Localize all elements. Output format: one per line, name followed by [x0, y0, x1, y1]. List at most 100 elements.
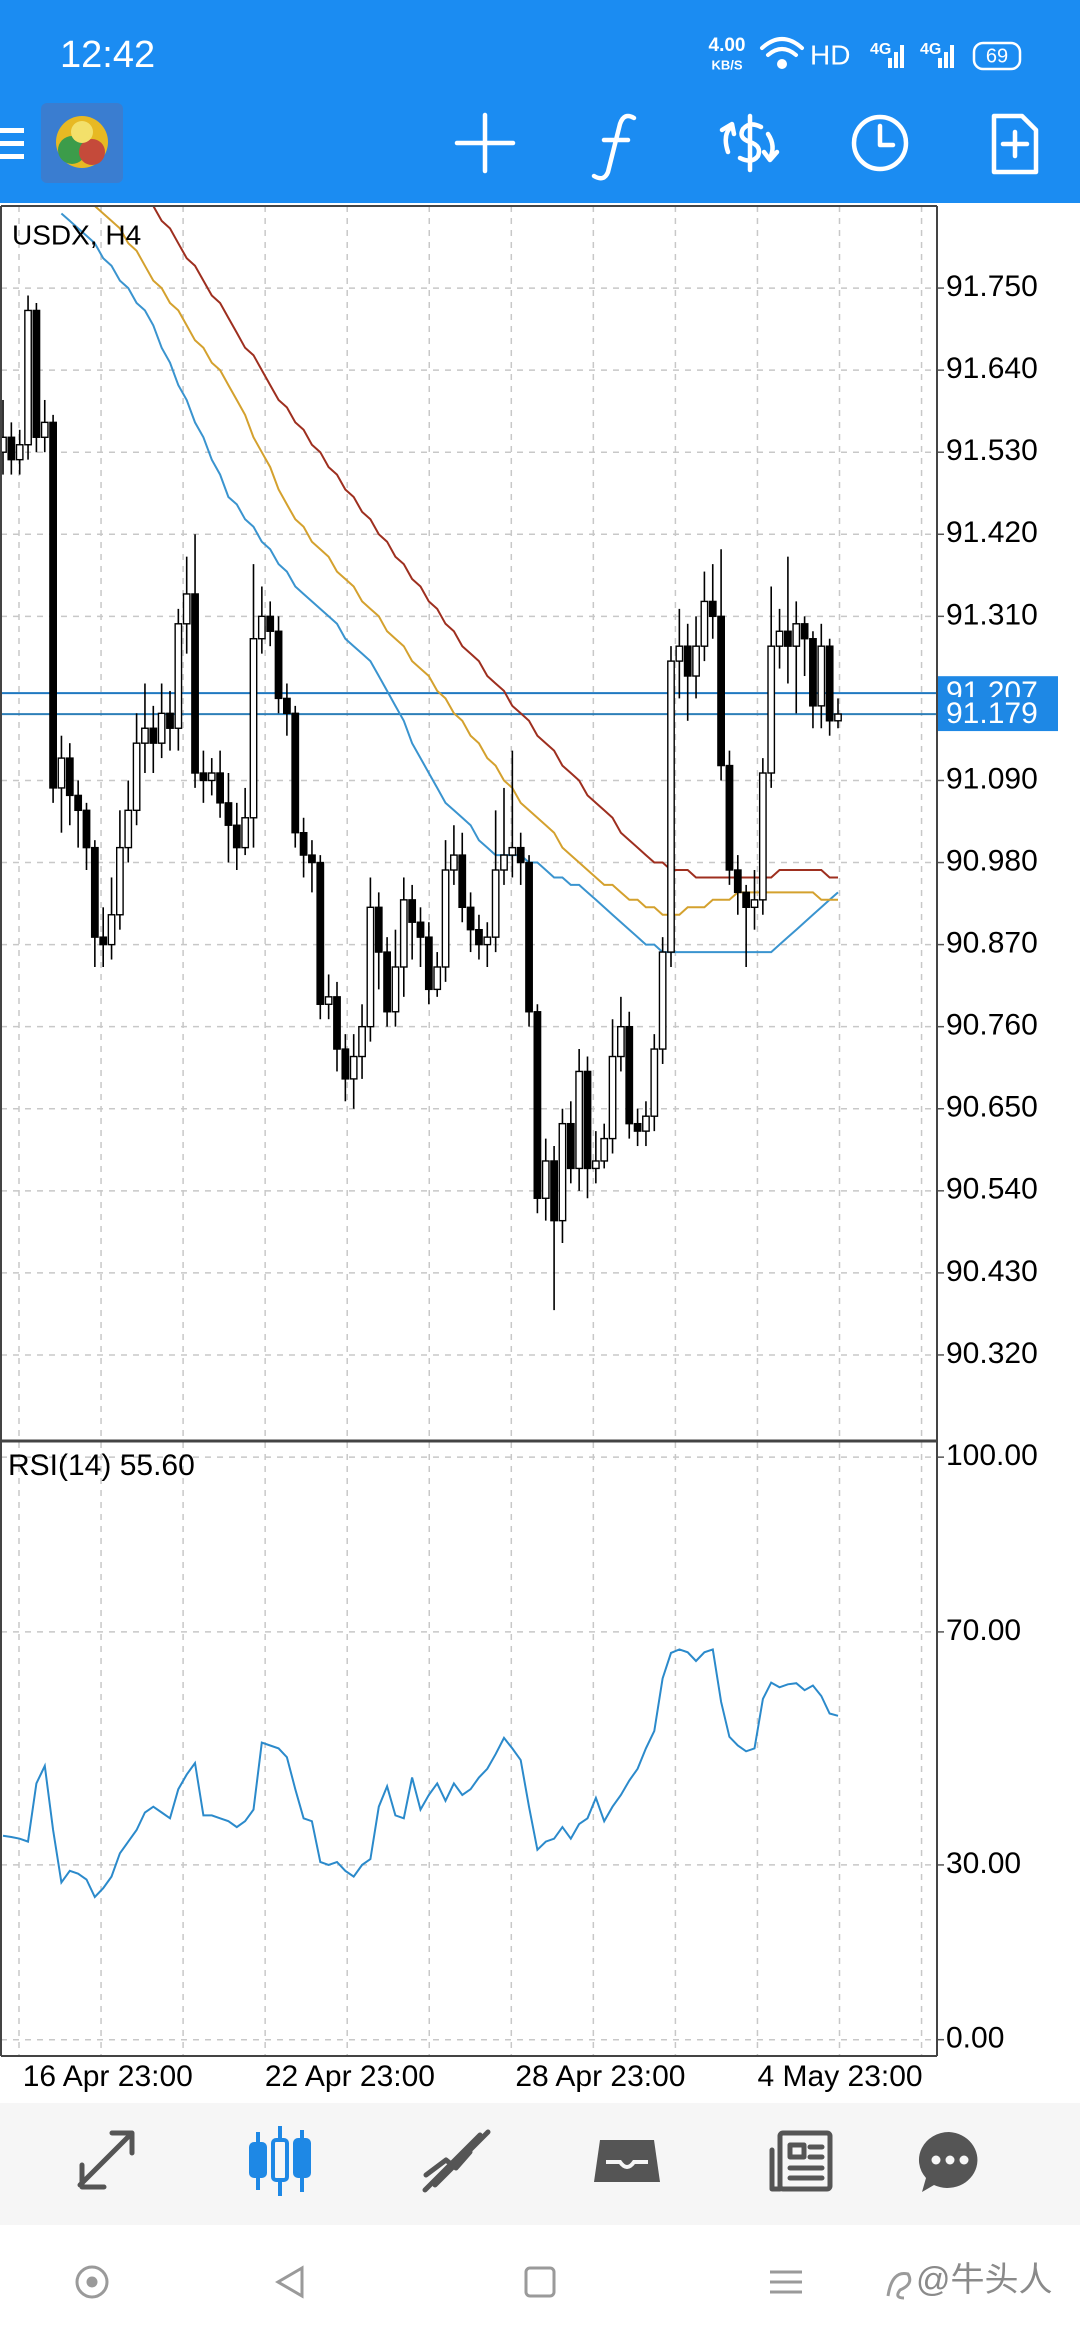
y-tick-label: 0.00 [946, 2022, 1004, 2055]
y-tick-label: 90.650 [946, 1091, 1038, 1124]
candle-body [224, 802, 233, 826]
candle-body [316, 861, 325, 1005]
candle-body [450, 854, 458, 871]
candle-body [249, 638, 258, 819]
candle-body [508, 846, 517, 856]
candle-body [57, 757, 66, 789]
news-tab[interactable] [769, 2130, 833, 2192]
y-tick-label: 100.00 [946, 1439, 1038, 1472]
nav-back[interactable] [275, 2265, 304, 2299]
candle-body [416, 921, 425, 938]
candle-body [533, 1011, 542, 1199]
candle-body [24, 309, 32, 446]
y-tick-label: 91.420 [946, 516, 1038, 549]
hd-indicator: HD [810, 39, 850, 70]
candle-body [32, 309, 41, 438]
history-tab[interactable] [594, 2140, 660, 2182]
candle-body [650, 1048, 659, 1117]
candle-body [132, 742, 141, 812]
candle-body [199, 772, 208, 782]
candle-body [191, 593, 199, 774]
rsi-line [2, 1648, 839, 1899]
signal-icon [938, 45, 954, 68]
app-icon[interactable] [41, 103, 123, 183]
candle-body [174, 623, 183, 729]
candle-body [717, 615, 726, 767]
candle-body [834, 713, 842, 722]
candle-body [600, 1137, 609, 1162]
candle-body [90, 846, 99, 938]
candle-body [341, 1048, 350, 1080]
candle-body [775, 630, 784, 647]
candle-body [207, 772, 216, 782]
signal-label: 4G [870, 41, 891, 58]
chat-tab[interactable] [918, 2132, 978, 2192]
candle-body [742, 891, 751, 909]
candle-body [550, 1160, 559, 1222]
x-tick-label: 16 Apr 23:00 [23, 2060, 193, 2093]
y-tick-label: 70.00 [946, 1614, 1021, 1647]
candle-body [625, 1025, 634, 1125]
candle-body [82, 809, 91, 849]
candle-body [483, 936, 492, 946]
candle-body [115, 846, 124, 916]
candle-body [40, 421, 49, 438]
chart-tab[interactable] [249, 2126, 311, 2196]
candle-body [800, 623, 809, 640]
nav-menu[interactable] [770, 2270, 802, 2294]
nav-home[interactable] [75, 2265, 109, 2299]
trade-button[interactable] [719, 113, 780, 173]
candle-body [0, 436, 7, 453]
battery-icon [972, 41, 1022, 71]
history-button[interactable] [851, 114, 909, 172]
x-tick-label: 22 Apr 23:00 [265, 2060, 435, 2093]
crosshair-button[interactable] [454, 112, 516, 174]
candle-body [99, 936, 108, 946]
indicators-button[interactable] [591, 113, 637, 181]
moving-average [60, 212, 839, 954]
status-time: 12:42 [60, 34, 155, 76]
candle-body [784, 630, 792, 647]
candle-body [374, 906, 383, 953]
candle-body [491, 869, 500, 938]
nav-recents[interactable] [524, 2266, 556, 2298]
candle-body [558, 1122, 567, 1222]
trade-tab[interactable] [422, 2129, 491, 2193]
candle-body [333, 996, 341, 1050]
chart-area: 91.750 91.640 91.530 91.420 91.310 91.090 90.9… [0, 205, 1058, 2093]
candle-body [809, 638, 817, 707]
y-tick-label: 90.430 [946, 1255, 1038, 1288]
y-tick-label: 90.980 [946, 844, 1038, 877]
x-tick-label: 28 Apr 23:00 [515, 2060, 685, 2093]
menu-button[interactable] [0, 128, 24, 159]
candle-body [792, 623, 801, 647]
candle-body [441, 869, 450, 968]
candle-body [166, 712, 174, 729]
candle-body [349, 1055, 358, 1080]
candle-body [383, 951, 391, 1013]
watermark: @牛头人 [916, 2261, 1053, 2299]
candle-body [758, 772, 767, 901]
app-header [0, 0, 1080, 203]
candle-body [358, 1025, 366, 1058]
candle-body [516, 846, 525, 864]
y-tick-label: 90.540 [946, 1173, 1038, 1206]
candle-body [308, 854, 316, 864]
candle-body [733, 869, 742, 894]
new-order-button[interactable] [991, 113, 1039, 175]
quotes-tab[interactable] [77, 2130, 135, 2190]
candle-body [583, 1070, 592, 1170]
candle-body [667, 660, 675, 953]
candle-body [274, 630, 283, 700]
candle-body [817, 645, 826, 707]
y-tick-label: 90.760 [946, 1009, 1038, 1042]
candle-body [700, 600, 709, 647]
candle-body [825, 645, 834, 722]
candle-body [575, 1070, 584, 1170]
candle-body [466, 906, 475, 931]
candle-body [15, 444, 24, 461]
tab-bar [0, 2103, 1080, 2225]
candle-body [257, 615, 266, 640]
